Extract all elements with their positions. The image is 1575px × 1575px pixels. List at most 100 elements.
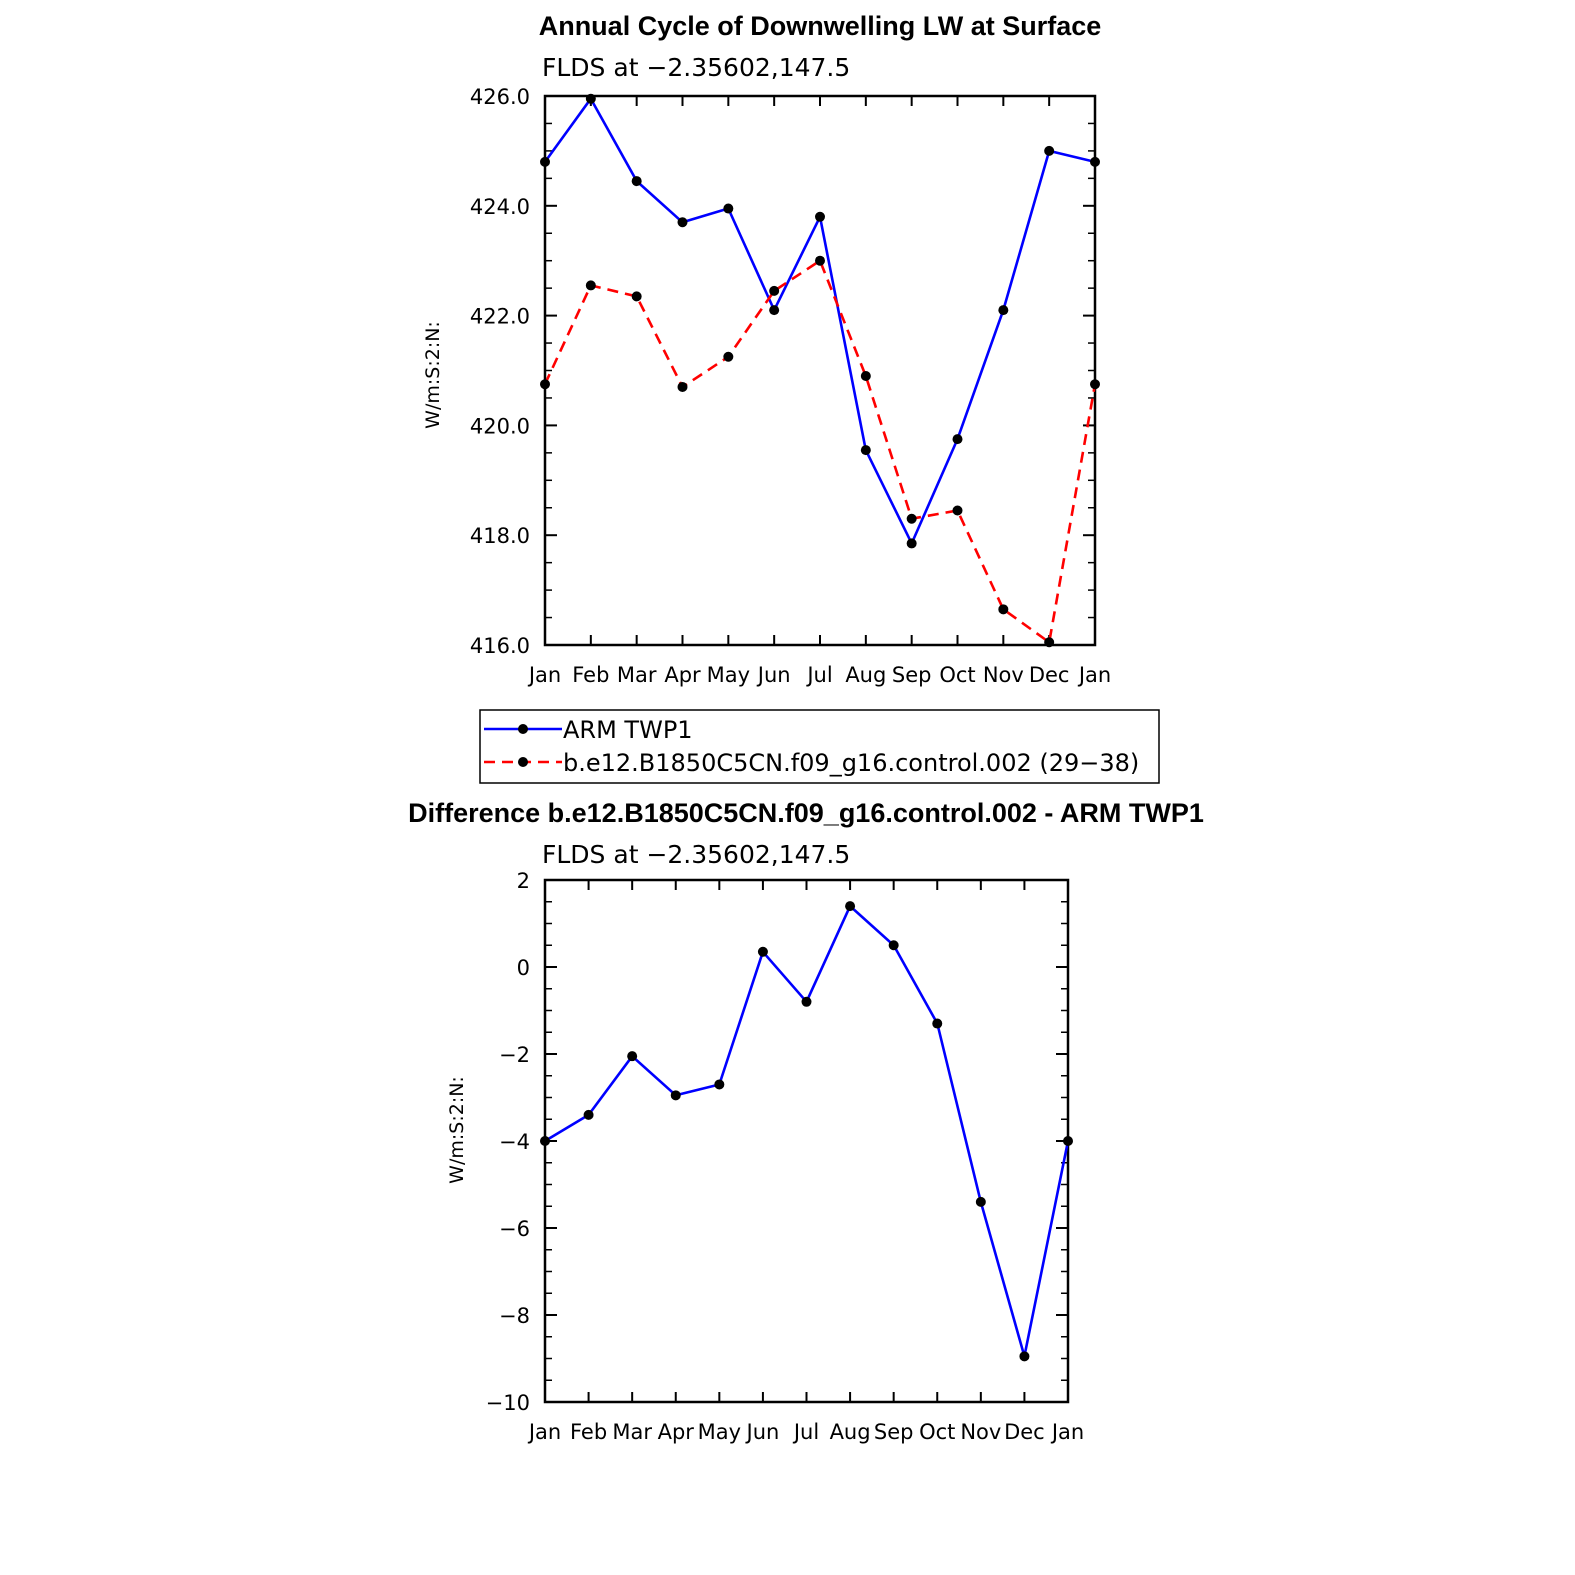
x-tick-label: Jun (745, 1420, 780, 1444)
x-tick-label: Dec (1004, 1420, 1045, 1444)
legend-marker (518, 757, 528, 767)
data-point (801, 996, 812, 1007)
plot-frame (543, 94, 1097, 647)
data-point (815, 255, 825, 266)
x-tick-label: Jul (805, 663, 832, 687)
x-tick-label: Nov (960, 1420, 1001, 1444)
data-point (975, 1196, 986, 1207)
y-tick-label: 0 (517, 956, 530, 980)
plot-frame (543, 878, 1070, 1404)
data-point (677, 381, 688, 392)
legend-label: b.e12.B1850C5CN.f09_g16.control.002 (29−… (563, 749, 1139, 777)
x-tick-label: Oct (919, 1420, 955, 1444)
data-point (627, 1051, 638, 1062)
x-tick-label: Apr (664, 663, 701, 687)
data-point (860, 445, 871, 456)
data-point (583, 1109, 594, 1120)
data-point (769, 285, 780, 296)
x-tick-label: Jun (756, 663, 791, 687)
x-tick-label: Jul (792, 1420, 819, 1444)
y-tick-label: 2 (517, 869, 530, 893)
data-point (670, 1090, 681, 1101)
data-point (1090, 379, 1100, 390)
x-tick-label: Jan (527, 663, 561, 687)
data-point (845, 901, 856, 912)
data-point (952, 505, 963, 516)
legend: ARM TWP1 b.e12.B1850C5CN.f09_g16.control.… (479, 709, 1160, 784)
difference-chart: Difference b.e12.B1850C5CN.f09_g16.contr… (408, 798, 1204, 1444)
y-tick-label: 422.0 (470, 305, 530, 329)
annual-cycle-chart: Annual Cycle of Downwelling LW at Surfac… (422, 11, 1160, 784)
data-point (585, 93, 596, 104)
y-tick-label: −8 (499, 1304, 530, 1328)
x-tick-label: May (707, 663, 750, 687)
y-tick-label: 426.0 (470, 85, 530, 109)
x-tick-label: Feb (572, 663, 609, 687)
data-point (1044, 637, 1055, 648)
y-tick-label: 420.0 (470, 414, 530, 438)
chart-subtitle: FLDS at −2.35602,147.5 (542, 840, 850, 869)
data-point (952, 434, 963, 445)
data-point (540, 379, 550, 390)
data-point (769, 305, 780, 316)
data-point (888, 940, 899, 951)
chart-title: Annual Cycle of Downwelling LW at Surfac… (539, 11, 1102, 41)
data-point (585, 280, 596, 291)
chart-title: Difference b.e12.B1850C5CN.f09_g16.contr… (408, 798, 1204, 828)
x-tick-label: Jan (527, 1420, 561, 1444)
data-point (723, 203, 734, 214)
data-point (860, 370, 871, 381)
legend-box (479, 709, 1160, 784)
y-axis-label: W/m:S:2:N: (422, 321, 444, 429)
data-point (815, 211, 825, 222)
data-point (998, 305, 1009, 316)
data-point (1063, 1136, 1073, 1146)
x-tick-label: Sep (874, 1420, 914, 1444)
data-point (631, 176, 642, 187)
y-tick-label: 424.0 (470, 195, 530, 219)
plot-area: Jan Feb Mar Apr May Jun Jul Aug Sep Oct Nov Dec Jan 4… (470, 85, 1111, 687)
y-tick-label: −6 (499, 1217, 530, 1241)
series-line (543, 97, 1096, 545)
legend-label: ARM TWP1 (563, 716, 693, 744)
x-tick-label: Jan (1077, 663, 1111, 687)
series-line (543, 259, 1097, 644)
y-tick-label: 416.0 (470, 634, 530, 658)
data-point (906, 513, 917, 524)
x-tick-label: Nov (983, 663, 1024, 687)
x-tick-label: Mar (617, 663, 657, 687)
data-point (677, 217, 688, 228)
x-tick-label: Aug (830, 1420, 871, 1444)
chart-subtitle: FLDS at −2.35602,147.5 (542, 53, 850, 82)
x-tick-label: Jan (1050, 1420, 1084, 1444)
data-point (1090, 156, 1100, 167)
x-tick-label: Apr (658, 1420, 695, 1444)
x-tick-label: Dec (1029, 663, 1070, 687)
data-point (1044, 145, 1055, 156)
data-point (540, 1136, 550, 1146)
data-point (714, 1079, 725, 1090)
x-tick-label: Sep (892, 663, 932, 687)
x-tick-label: Aug (845, 663, 886, 687)
plot-area: Jan Feb Mar Apr May Jun Jul Aug Sep Oct Nov Dec Jan−… (486, 869, 1085, 1444)
data-point (906, 538, 917, 549)
y-tick-label: 418.0 (470, 524, 530, 548)
data-point (1019, 1351, 1030, 1362)
y-tick-label: −4 (499, 1130, 530, 1154)
data-point (932, 1018, 943, 1029)
data-point (540, 156, 550, 167)
series-line (544, 904, 1070, 1358)
data-point (757, 946, 768, 957)
x-tick-label: May (698, 1420, 741, 1444)
x-tick-label: Oct (939, 663, 975, 687)
data-point (631, 291, 642, 302)
y-tick-label: −2 (499, 1043, 530, 1067)
data-point (998, 604, 1009, 615)
legend-marker (518, 724, 528, 734)
x-tick-label: Feb (570, 1420, 607, 1444)
y-tick-label: −10 (486, 1391, 530, 1415)
x-tick-label: Mar (612, 1420, 652, 1444)
y-axis-label: W/m:S:2:N: (446, 1076, 468, 1184)
data-point (723, 351, 734, 362)
